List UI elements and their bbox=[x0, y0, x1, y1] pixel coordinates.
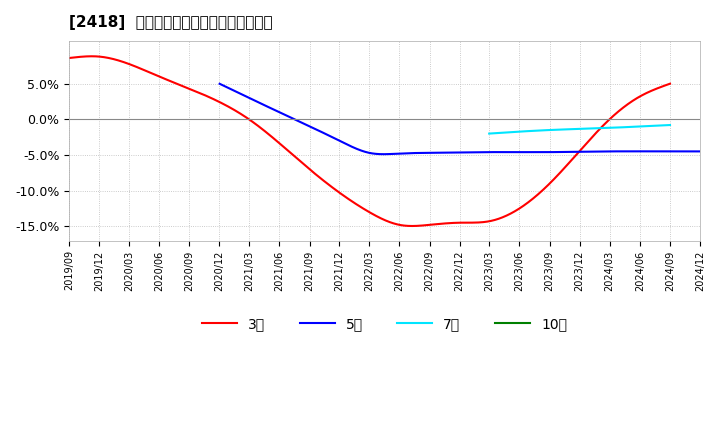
5年 bbox=[355, 147, 364, 152]
Line: 7年: 7年 bbox=[489, 125, 670, 134]
5年 bbox=[696, 149, 704, 154]
5年 bbox=[677, 149, 685, 154]
7年 bbox=[562, 127, 570, 132]
5年 bbox=[372, 151, 380, 157]
Legend: 3年, 5年, 7年, 10年: 3年, 5年, 7年, 10年 bbox=[197, 312, 572, 337]
5年 bbox=[678, 149, 686, 154]
3年 bbox=[562, 164, 570, 169]
5年 bbox=[562, 149, 570, 154]
3年 bbox=[65, 55, 73, 61]
Line: 5年: 5年 bbox=[220, 84, 700, 154]
3年 bbox=[355, 203, 364, 209]
Text: [2418]  経常利益マージンの平均値の推移: [2418] 経常利益マージンの平均値の推移 bbox=[69, 15, 273, 30]
3年 bbox=[372, 213, 380, 218]
3年 bbox=[97, 54, 106, 59]
Line: 3年: 3年 bbox=[69, 56, 670, 226]
